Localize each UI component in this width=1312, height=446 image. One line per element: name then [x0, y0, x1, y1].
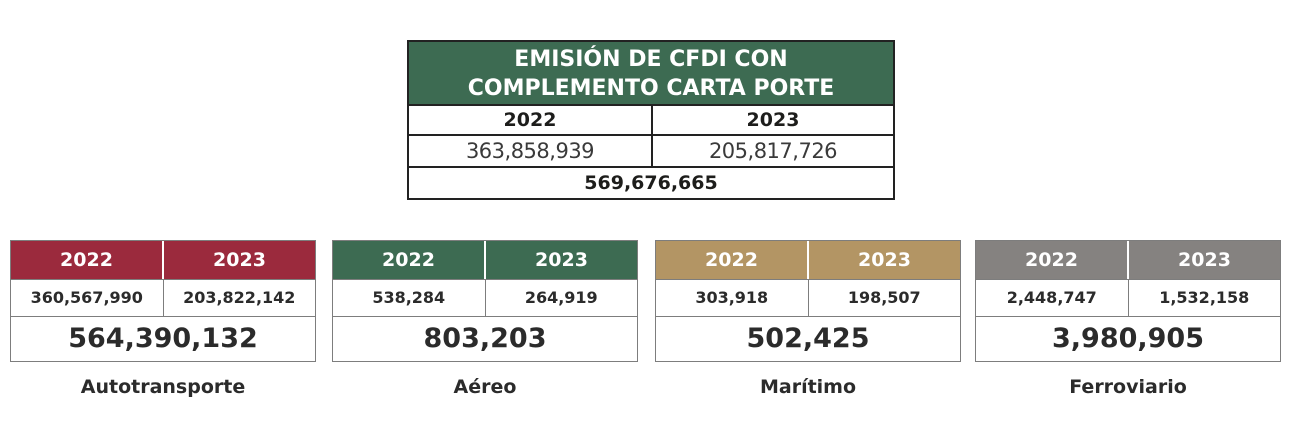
mode-value-2023: 198,507 [807, 280, 961, 316]
summary-values-row: 363,858,939 205,817,726 [409, 134, 893, 166]
mode-values-row: 538,284 264,919 [333, 279, 637, 316]
mode-value-2022: 538,284 [372, 288, 446, 307]
mode-value-2022: 2,448,747 [1006, 288, 1097, 307]
mode-value-2022: 360,567,990 [30, 288, 143, 307]
mode-table: 2022 2023 303,918 198,507 502,425 [655, 240, 961, 362]
summary-table: EMISIÓN DE CFDI CON COMPLEMENTO CARTA PO… [407, 40, 895, 200]
mode-table: 2022 2023 360,567,990 203,822,142 564,39… [10, 240, 316, 362]
mode-year-2023: 2023 [1127, 241, 1280, 279]
mode-year-2023: 2023 [162, 241, 315, 279]
mode-value-2023: 264,919 [484, 280, 638, 316]
mode-years-row: 2022 2023 [333, 241, 637, 279]
mode-value-2022: 303,918 [695, 288, 769, 307]
summary-years-row: 2022 2023 [409, 104, 893, 134]
mode-years-row: 2022 2023 [11, 241, 315, 279]
mode-card-ferroviario: 2022 2023 2,448,747 1,532,158 3,980,905 … [975, 240, 1281, 398]
mode-total: 803,203 [333, 316, 637, 361]
mode-table: 2022 2023 538,284 264,919 803,203 [332, 240, 638, 362]
mode-card-aereo: 2022 2023 538,284 264,919 803,203 Aéreo [332, 240, 638, 398]
mode-total: 3,980,905 [976, 316, 1280, 361]
mode-value-2023: 203,822,142 [162, 280, 316, 316]
mode-years-row: 2022 2023 [976, 241, 1280, 279]
mode-card-maritimo: 2022 2023 303,918 198,507 502,425 Maríti… [655, 240, 961, 398]
mode-table: 2022 2023 2,448,747 1,532,158 3,980,905 [975, 240, 1281, 362]
summary-year-2022: 2022 [503, 109, 557, 131]
mode-label: Aéreo [453, 376, 517, 398]
summary-header: EMISIÓN DE CFDI CON COMPLEMENTO CARTA PO… [409, 42, 893, 104]
mode-values-row: 2,448,747 1,532,158 [976, 279, 1280, 316]
mode-year-2023: 2023 [484, 241, 637, 279]
mode-year-2022: 2022 [11, 241, 162, 279]
summary-title-line1: EMISIÓN DE CFDI CON [514, 47, 788, 72]
mode-year-2022: 2022 [333, 241, 484, 279]
summary-value-2022: 363,858,939 [465, 139, 595, 163]
mode-label: Marítimo [759, 376, 857, 398]
mode-total: 564,390,132 [11, 316, 315, 361]
summary-year-2023: 2023 [651, 106, 893, 134]
mode-value-2023: 1,532,158 [1127, 280, 1281, 316]
mode-total: 502,425 [656, 316, 960, 361]
mode-year-2022: 2022 [976, 241, 1127, 279]
mode-year-2023: 2023 [807, 241, 960, 279]
mode-year-2022: 2022 [656, 241, 807, 279]
mode-card-autotransporte: 2022 2023 360,567,990 203,822,142 564,39… [10, 240, 316, 398]
mode-label: Autotransporte [80, 376, 246, 398]
summary-title-line2: COMPLEMENTO CARTA PORTE [467, 76, 835, 101]
mode-years-row: 2022 2023 [656, 241, 960, 279]
mode-values-row: 360,567,990 203,822,142 [11, 279, 315, 316]
summary-value-2023: 205,817,726 [651, 136, 893, 166]
summary-total: 569,676,665 [409, 166, 893, 198]
mode-values-row: 303,918 198,507 [656, 279, 960, 316]
mode-label: Ferroviario [1069, 376, 1187, 398]
